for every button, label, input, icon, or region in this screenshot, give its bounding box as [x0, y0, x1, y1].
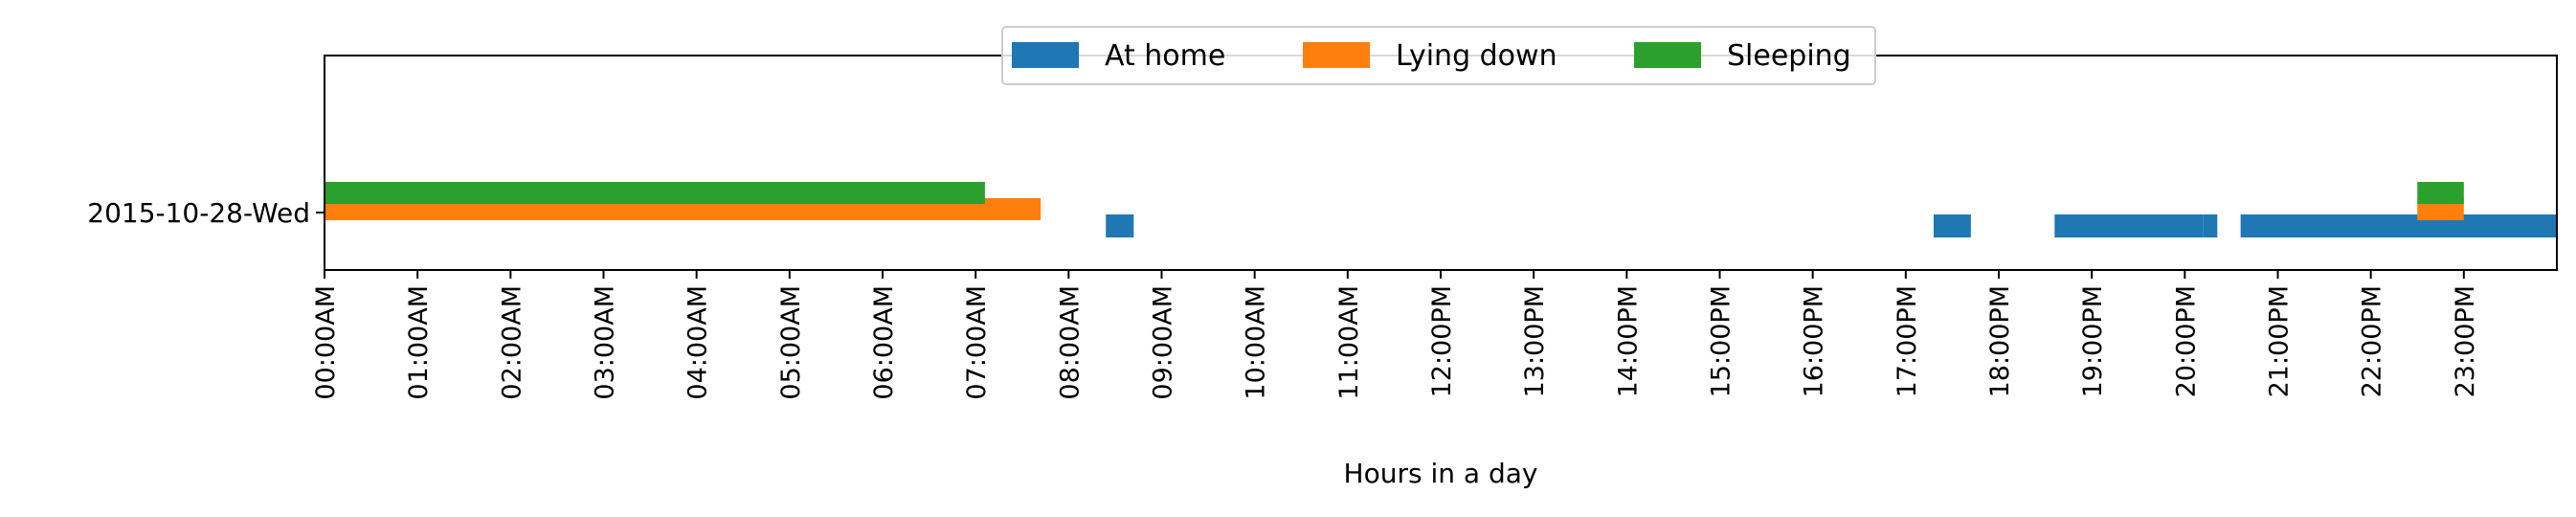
bars-layer [325, 182, 2557, 237]
bar-at-home-2 [2054, 214, 2204, 237]
x-tick-label: 10:00AM [1242, 285, 1271, 400]
x-tick-label: 05:00AM [776, 285, 806, 400]
x-tick-label: 16:00PM [1800, 285, 1829, 397]
x-tick-label: 01:00AM [404, 285, 434, 400]
legend-swatch-at-home [1012, 42, 1079, 68]
x-tick-label: 18:00PM [1985, 285, 2015, 397]
x-tick-label: 02:00AM [497, 285, 526, 400]
x-tick-label: 03:00AM [591, 285, 620, 400]
x-tick-label: 21:00PM [2265, 285, 2295, 397]
x-axis-label: Hours in a day [1344, 458, 1538, 489]
x-tick-label: 14:00PM [1613, 285, 1643, 397]
legend-box [1001, 26, 1876, 85]
legend-swatch-sleeping [1634, 42, 1701, 68]
x-tick-label: 09:00AM [1149, 285, 1178, 400]
x-tick-label: 00:00AM [311, 285, 341, 400]
x-tick-label: 19:00PM [2078, 285, 2108, 397]
x-tick-label: 07:00AM [962, 285, 992, 400]
plot-frame [324, 55, 2558, 271]
bar-at-home-4 [2240, 214, 2557, 237]
bar-sleeping-1 [2417, 182, 2464, 204]
x-tick-label: 15:00PM [1707, 285, 1736, 397]
x-tick-label: 06:00AM [869, 285, 899, 400]
x-tick-label: 22:00PM [2358, 285, 2387, 397]
bar-at-home-0 [1106, 214, 1134, 237]
y-axis: 2015-10-28-Wed [87, 197, 325, 229]
x-axis: 00:00AM 01:00AM 02:00AM 03:00AM 04:00AM 05:00… [311, 270, 2480, 400]
legend-label-sleeping: Sleeping [1727, 39, 1851, 73]
x-tick-label: 13:00PM [1520, 285, 1550, 397]
x-tick-label: 23:00PM [2451, 285, 2480, 397]
legend-swatch-lying-down [1303, 42, 1370, 68]
legend: At home Lying down Sleeping [1001, 26, 1876, 85]
legend-label-lying-down: Lying down [1396, 39, 1557, 73]
bar-sleeping-0 [325, 182, 985, 204]
x-tick-label: 17:00PM [1893, 285, 1922, 397]
x-tick-label: 08:00AM [1055, 285, 1085, 400]
bar-at-home-3 [2203, 214, 2218, 237]
legend-label-at-home: At home [1105, 39, 1225, 73]
x-tick-label: 04:00AM [683, 285, 713, 400]
y-tick-label: 2015-10-28-Wed [87, 197, 310, 229]
x-tick-label: 11:00AM [1334, 285, 1364, 400]
x-tick-label: 20:00PM [2171, 285, 2201, 397]
x-tick-label: 12:00PM [1427, 285, 1457, 397]
bar-at-home-1 [1933, 214, 1971, 237]
